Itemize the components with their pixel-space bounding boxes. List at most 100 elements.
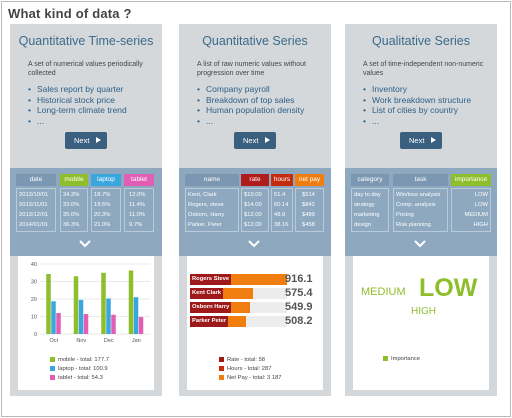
column-header-mobile: mobile xyxy=(60,174,88,186)
table-cell: $458 xyxy=(302,222,315,228)
bar-name: Osborn Harry xyxy=(190,302,232,313)
next-button-label: Next xyxy=(409,136,425,145)
y-tick-label: 40 xyxy=(31,262,37,268)
bar-name: Rogers Steve xyxy=(190,274,232,285)
bar-laptop xyxy=(106,298,111,334)
card-time-series: Quantitative Time-series A set of numeri… xyxy=(10,24,162,396)
bar-value: 508.2 xyxy=(285,315,313,327)
example-list: Sales report by quarter Historical stock… xyxy=(28,84,158,126)
table-cell: MEDIUM xyxy=(464,212,488,218)
example-item: Company payroll xyxy=(197,84,327,95)
table-cell: 19.5% xyxy=(94,202,111,208)
bar-tablet xyxy=(56,313,61,334)
arrow-right-icon xyxy=(96,137,101,143)
legend-item: Rate - total: 58 xyxy=(219,356,265,364)
example-item: Inventory xyxy=(363,84,493,95)
table-cell: Rogers, steve xyxy=(188,202,224,208)
bar-value: 575.4 xyxy=(285,287,313,299)
table-cell: $12.00 xyxy=(244,212,262,218)
card-series: Quantitative Series A list of raw numeri… xyxy=(179,24,331,396)
table-cell: 11.4% xyxy=(129,202,146,208)
example-item: Breakdown of top sales xyxy=(197,95,327,106)
column-header-task: task xyxy=(393,174,448,186)
table-cell: 48.9 xyxy=(274,212,286,218)
table-cell: $10.00 xyxy=(244,192,262,198)
table-cell: 34.3% xyxy=(63,192,80,198)
column-header-hours: hours xyxy=(271,174,293,186)
column-box xyxy=(124,188,154,232)
example-item: Human population density xyxy=(197,105,327,116)
y-tick-label: 0 xyxy=(34,332,37,338)
next-button[interactable]: Next xyxy=(400,132,442,149)
card-header: Quantitative Series A list of raw numeri… xyxy=(179,24,331,162)
table-cell: 2013/11/01 xyxy=(19,202,48,208)
table-cell: Comp. analysis xyxy=(396,202,436,208)
table-cell: day to day xyxy=(354,192,381,198)
bar-mobile xyxy=(101,272,106,334)
table-cell: 9.7% xyxy=(129,222,143,228)
example-item: ... xyxy=(28,116,158,127)
next-button-label: Next xyxy=(243,136,259,145)
column-box xyxy=(185,188,239,232)
column-header-importance: importance xyxy=(451,174,491,186)
chart-panel: 0 10 20 30 40 Oct Nov Dec Jan mobile - total: 17… xyxy=(18,256,154,390)
table-cell: 20.3% xyxy=(94,212,111,218)
example-item: Long-term climate trend xyxy=(28,105,158,116)
card-header: Qualitative Series A set of time-indepen… xyxy=(345,24,497,162)
legend-item: tablet - total: 54.3 xyxy=(50,374,103,382)
example-item: Work breakdown structure xyxy=(363,95,493,106)
chevron-down-icon xyxy=(414,240,426,248)
arrow-right-icon xyxy=(265,137,270,143)
example-item: Sales report by quarter xyxy=(28,84,158,95)
table-cell: Kent, Clark xyxy=(188,192,217,198)
card-description: A set of time-independent non-numeric va… xyxy=(363,61,484,77)
column-box xyxy=(393,188,448,232)
table-cell: 33.0% xyxy=(63,202,80,208)
next-button[interactable]: Next xyxy=(234,132,276,149)
next-button[interactable]: Next xyxy=(65,132,107,149)
bar-fill xyxy=(195,288,253,299)
table-cell: 2014/01/01 xyxy=(19,222,49,228)
table-cell: 18.7% xyxy=(94,192,111,198)
card-title: Qualitative Series xyxy=(372,34,470,48)
arrow-right-icon xyxy=(431,137,436,143)
bar-value: 916.1 xyxy=(285,273,313,285)
bar-value: 549.9 xyxy=(285,301,313,313)
column-header-rate: rate xyxy=(241,174,269,186)
table-cell: LOW xyxy=(474,192,488,198)
example-item: Historical stock price xyxy=(28,95,158,106)
bar-mobile xyxy=(73,276,79,334)
column-header-category: category xyxy=(351,174,389,186)
column-header-tablet: tablet xyxy=(124,174,154,186)
bar-track xyxy=(195,288,287,299)
card-description: A set of numerical values periodically c… xyxy=(28,61,143,77)
x-tick-label: Oct xyxy=(49,338,58,344)
column-box xyxy=(295,188,324,232)
column-header-name: name xyxy=(185,174,239,186)
legend-item: Importance xyxy=(383,355,420,363)
sample-table: date mobile laptop tablet 2013/10/01 34.… xyxy=(10,168,162,256)
chevron-down-icon xyxy=(79,240,91,248)
card-description: A list of raw numeric values without pro… xyxy=(197,61,306,77)
table-cell: 2013/12/01 xyxy=(19,212,49,218)
column-header-laptop: laptop xyxy=(91,174,121,186)
column-box xyxy=(271,188,293,232)
bar-ranking: Rogers Steve 916.1 Kent Clark 575.4 Osborn H… xyxy=(187,256,323,336)
legend-item: Net Pay - total: 3 187 xyxy=(219,374,281,382)
table-cell: 60.14 xyxy=(274,202,289,208)
column-chart: 0 10 20 30 40 Oct Nov Dec Jan xyxy=(31,262,150,344)
table-cell: $14.00 xyxy=(244,202,262,208)
bar-tablet xyxy=(111,314,116,334)
chart-panel: Rogers Steve 916.1 Kent Clark 575.4 Osborn H… xyxy=(187,256,323,390)
card-qualitative: Qualitative Series A set of time-indepen… xyxy=(345,24,497,396)
bar-mobile xyxy=(46,273,51,334)
table-cell: strategy xyxy=(354,202,375,208)
card-title: Quantitative Time-series xyxy=(18,34,154,48)
bar-name: Kent Clark xyxy=(190,288,223,299)
table-cell: design xyxy=(354,222,372,228)
card-title: Quantitative Series xyxy=(202,34,308,48)
x-tick-label: Jan xyxy=(132,338,141,344)
column-box xyxy=(91,188,121,232)
word-cloud-term: MEDIUM xyxy=(361,286,406,298)
